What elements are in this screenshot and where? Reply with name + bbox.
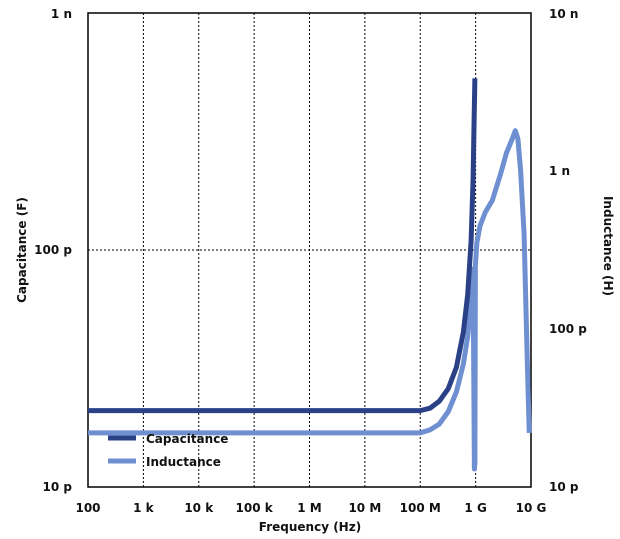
y-right-tick-label: 10 n bbox=[549, 7, 578, 21]
y-right-axis-title: Inductance (H) bbox=[601, 196, 615, 296]
y-left-tick-label: 10 p bbox=[43, 480, 73, 494]
series-line-inductance bbox=[88, 128, 532, 472]
x-tick-label: 1 k bbox=[133, 501, 155, 515]
legend-label-inductance: Inductance bbox=[146, 455, 221, 469]
y-left-tick-label: 100 p bbox=[34, 243, 72, 257]
x-tick-label: 1 M bbox=[297, 501, 321, 515]
y-right-tick-label: 10 p bbox=[549, 480, 579, 494]
y-right-tick-label: 100 p bbox=[549, 322, 587, 336]
y-right-tick-label: 1 n bbox=[549, 164, 570, 178]
grid bbox=[88, 13, 531, 487]
x-tick-label: 10 M bbox=[348, 501, 381, 515]
x-tick-label: 100 k bbox=[236, 501, 274, 515]
legend-label-capacitance: Capacitance bbox=[146, 432, 228, 446]
y-left-axis-title: Capacitance (F) bbox=[15, 197, 29, 303]
x-tick-label: 10 k bbox=[184, 501, 214, 515]
x-tick-label: 100 bbox=[75, 501, 100, 515]
series-layer bbox=[88, 78, 532, 472]
x-tick-label: 10 G bbox=[516, 501, 547, 515]
legend: Capacitance Inductance bbox=[108, 432, 228, 469]
x-tick-label: 1 G bbox=[464, 501, 486, 515]
x-tick-label: 100 M bbox=[400, 501, 441, 515]
series-line-capacitance bbox=[88, 78, 478, 414]
x-axis-title: Frequency (Hz) bbox=[259, 520, 361, 534]
plot-frame bbox=[87, 12, 532, 488]
y-left-tick-label: 1 n bbox=[51, 7, 72, 21]
